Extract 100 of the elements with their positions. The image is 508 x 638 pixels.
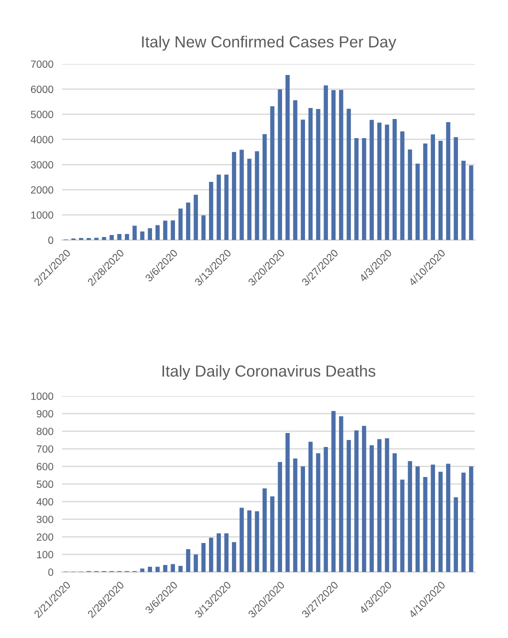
bar <box>454 137 458 240</box>
bar <box>316 453 320 572</box>
bar <box>247 158 252 240</box>
bar <box>377 122 382 240</box>
bar <box>270 496 274 572</box>
bar <box>370 120 374 240</box>
bar <box>262 134 267 240</box>
bar <box>408 149 412 240</box>
bar <box>446 464 450 572</box>
bar <box>232 542 236 572</box>
bar <box>148 566 152 572</box>
bar <box>186 202 190 240</box>
y-tick-label: 1000 <box>31 392 54 400</box>
chart-title: Italy Daily Coronavirus Deaths <box>162 364 376 380</box>
bar <box>308 442 313 572</box>
chart-title: Italy New Confirmed Cases Per Day <box>142 36 396 51</box>
y-tick-label: 3000 <box>30 161 54 168</box>
bar <box>186 549 190 572</box>
y-tick-label: 600 <box>36 462 54 470</box>
bar <box>170 564 175 572</box>
bar <box>354 430 359 572</box>
bar <box>469 165 474 240</box>
bar <box>209 538 214 572</box>
bar <box>339 416 344 572</box>
bar <box>247 510 252 572</box>
bar <box>469 466 474 572</box>
bar <box>400 131 404 240</box>
bar <box>438 140 443 240</box>
bar <box>270 106 274 240</box>
bar <box>155 566 160 572</box>
bar <box>300 120 305 240</box>
y-tick-label: 400 <box>36 498 54 506</box>
bar <box>430 464 436 572</box>
bar <box>216 533 221 572</box>
bar <box>430 134 436 240</box>
bar <box>110 234 114 240</box>
bar <box>384 438 390 572</box>
bar <box>232 152 236 240</box>
bar <box>354 138 359 240</box>
bar <box>324 447 328 572</box>
bar <box>285 432 290 572</box>
bar <box>324 85 328 240</box>
y-tick-label: 4000 <box>30 136 54 144</box>
bar <box>240 508 244 572</box>
bar <box>148 228 152 240</box>
bar <box>163 564 168 572</box>
bar <box>224 174 229 240</box>
y-tick-label: 0 <box>48 568 54 576</box>
bar <box>224 533 229 572</box>
y-tick-label: 900 <box>36 410 54 418</box>
bar <box>461 160 466 240</box>
y-tick-label: 700 <box>36 445 54 453</box>
bar <box>316 109 320 240</box>
y-tick-label: 200 <box>36 533 54 541</box>
bar <box>454 497 458 572</box>
bar <box>140 568 144 572</box>
bar <box>254 151 260 240</box>
bar <box>446 122 450 240</box>
y-tick-label: 100 <box>37 550 54 558</box>
bar <box>178 208 183 240</box>
y-tick-label: 2000 <box>30 186 54 194</box>
bar <box>201 215 206 240</box>
bar <box>201 542 206 572</box>
bar <box>392 453 397 572</box>
bar <box>392 119 397 240</box>
bar <box>362 426 366 572</box>
bar <box>346 440 351 572</box>
bar <box>370 445 374 572</box>
bar <box>216 174 221 240</box>
bar <box>209 182 214 240</box>
bar <box>300 466 305 572</box>
bar <box>254 511 260 572</box>
bar <box>278 89 282 240</box>
bar <box>163 220 168 240</box>
bar <box>132 226 137 240</box>
bar <box>308 108 313 240</box>
bar <box>416 466 420 572</box>
bar <box>339 90 344 240</box>
bar <box>285 75 290 240</box>
bar <box>155 225 160 240</box>
bar <box>384 124 390 240</box>
bar <box>400 480 404 572</box>
bar <box>423 476 428 572</box>
bar <box>278 462 282 572</box>
bar <box>102 237 106 240</box>
bar <box>362 138 366 240</box>
bar <box>178 566 183 572</box>
bar <box>331 90 336 240</box>
bar <box>293 100 298 240</box>
bar <box>408 461 412 572</box>
y-tick-label: 300 <box>36 516 54 524</box>
bar <box>240 150 244 240</box>
bar <box>346 108 351 240</box>
bar <box>423 143 428 240</box>
bar <box>170 220 175 240</box>
bar <box>461 472 466 572</box>
bar <box>377 439 382 572</box>
bar <box>117 234 122 240</box>
y-tick-label: 1000 <box>31 211 54 219</box>
y-tick-label: 6000 <box>31 86 54 94</box>
